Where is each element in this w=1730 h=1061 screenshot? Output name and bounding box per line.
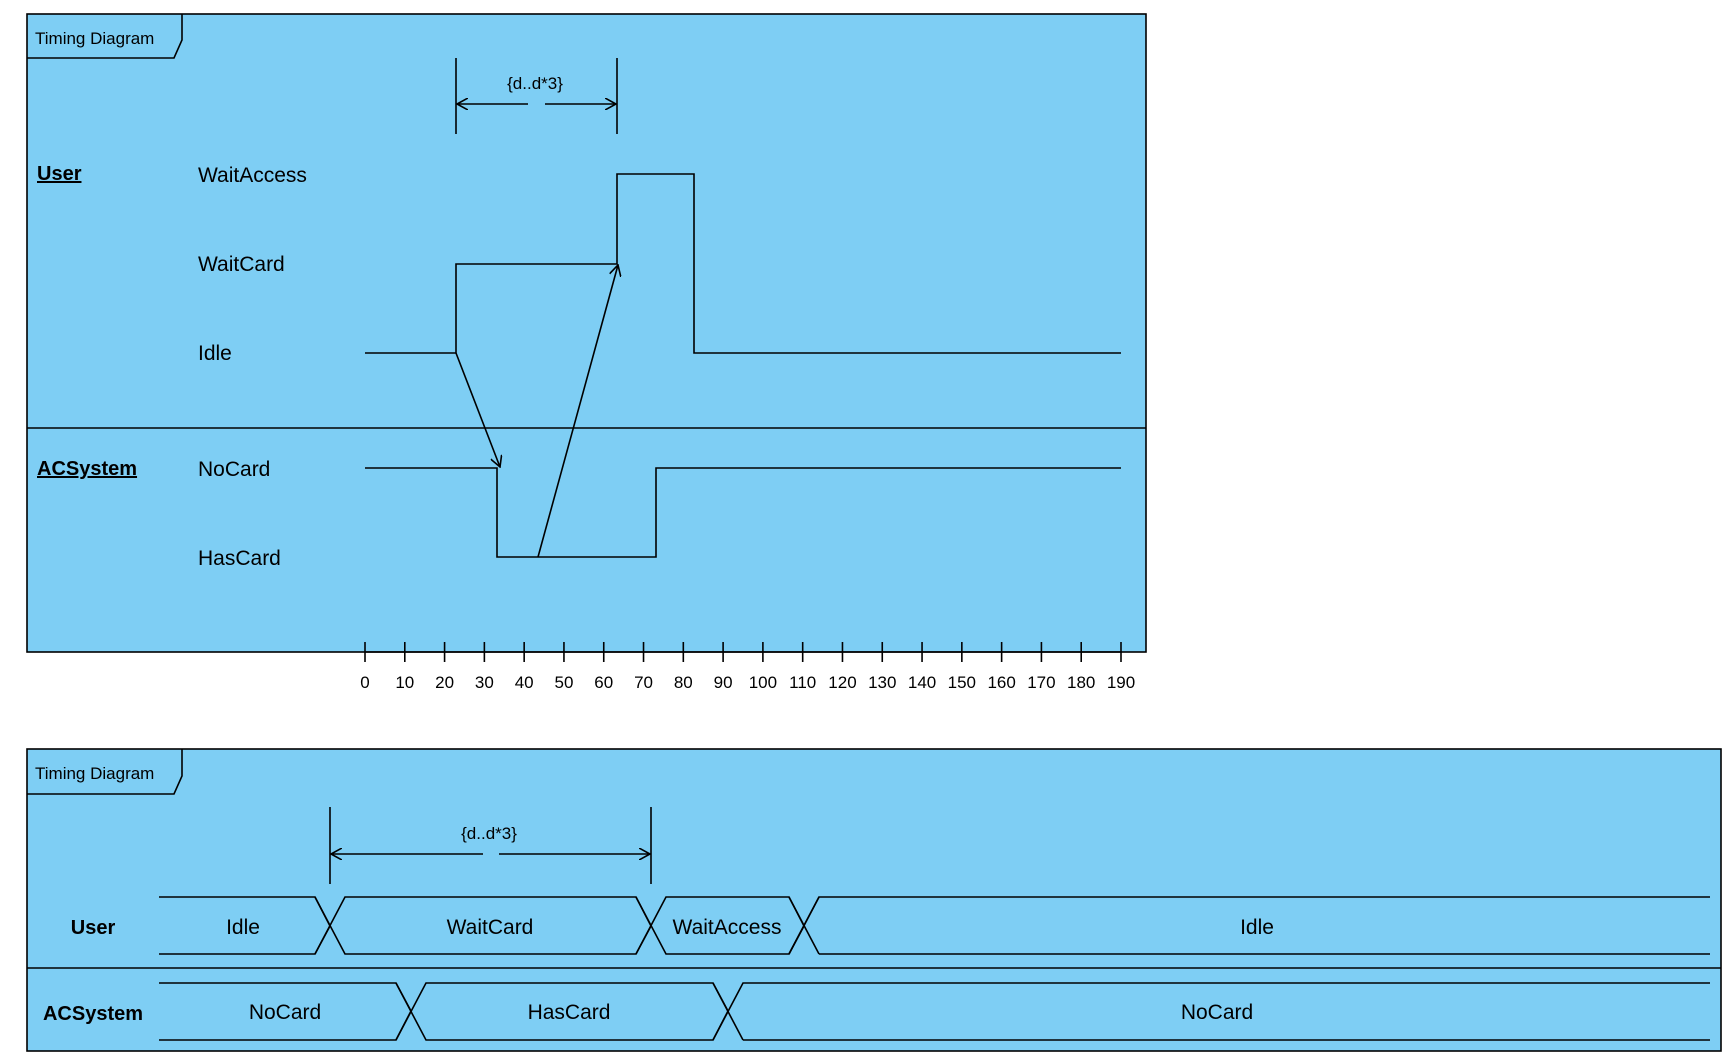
state-label-nocard: NoCard bbox=[198, 458, 270, 481]
diagram-frame bbox=[26, 748, 1722, 1052]
message-acsystem-to-user[interactable] bbox=[537, 265, 618, 558]
time-axis-tick-label: 90 bbox=[714, 673, 733, 692]
time-axis-tick-label: 190 bbox=[1107, 673, 1135, 692]
time-axis-tick-label: 110 bbox=[789, 673, 816, 692]
lifeline-acsystem-label[interactable]: ACSystem bbox=[37, 458, 137, 480]
time-axis-tick-label: 80 bbox=[674, 673, 693, 692]
timing-diagram-1[interactable]: Timing Diagram User ACSystem WaitAccess … bbox=[26, 13, 1147, 692]
time-axis-tick-label: 70 bbox=[634, 673, 653, 692]
value-transition bbox=[788, 896, 820, 955]
value-segment-idle: Idle bbox=[226, 916, 260, 939]
lifeline-acsystem-label[interactable]: ACSystem bbox=[43, 1003, 143, 1025]
message-user-to-acsystem[interactable] bbox=[455, 352, 500, 467]
time-axis-tick-label: 0 bbox=[360, 673, 369, 692]
time-axis-tick-label: 20 bbox=[435, 673, 454, 692]
time-axis-tick-label: 40 bbox=[515, 673, 534, 692]
diagram-title-tab bbox=[27, 749, 183, 795]
value-segment-waitaccess: WaitAccess bbox=[673, 916, 782, 939]
value-segment-idle: Idle bbox=[1240, 916, 1274, 939]
value-segment-waitcard: WaitCard bbox=[447, 916, 534, 939]
diagram-frame bbox=[26, 13, 1147, 653]
time-axis-tick-label: 180 bbox=[1067, 673, 1095, 692]
duration-constraint-label[interactable]: {d..d*3} bbox=[507, 74, 563, 93]
time-axis-tick-label: 100 bbox=[749, 673, 777, 692]
lifeline-user-label[interactable]: User bbox=[71, 917, 116, 939]
user-state-timeline[interactable] bbox=[365, 173, 1121, 354]
acsystem-value-lifeline[interactable]: NoCard HasCard NoCard bbox=[159, 982, 1710, 1041]
acsystem-state-timeline[interactable] bbox=[365, 467, 1121, 558]
state-label-hascard: HasCard bbox=[198, 547, 281, 570]
value-segment-hascard: HasCard bbox=[528, 1001, 611, 1024]
time-axis-tick-label: 120 bbox=[828, 673, 856, 692]
diagram-title-tab bbox=[27, 14, 183, 59]
time-axis-tick-label: 130 bbox=[868, 673, 896, 692]
lifeline-user-label[interactable]: User bbox=[37, 163, 82, 185]
time-axis: 0 10 20 30 40 50 60 70 80 90 100 110 120 130 140 150 160… bbox=[360, 642, 1135, 692]
time-axis-tick-label: 170 bbox=[1027, 673, 1055, 692]
value-transition bbox=[712, 982, 744, 1041]
time-axis-tick-label: 140 bbox=[908, 673, 936, 692]
state-label-waitcard: WaitCard bbox=[198, 253, 285, 276]
time-axis-tick-label: 10 bbox=[395, 673, 414, 692]
duration-constraint-label[interactable]: {d..d*3} bbox=[461, 824, 517, 843]
time-axis-tick-label: 50 bbox=[554, 673, 573, 692]
diagram-title: Timing Diagram bbox=[35, 29, 154, 48]
time-axis-tick-label: 60 bbox=[594, 673, 613, 692]
time-axis-tick-label: 150 bbox=[948, 673, 976, 692]
diagram-title: Timing Diagram bbox=[35, 764, 154, 783]
value-segment-nocard: NoCard bbox=[1181, 1001, 1253, 1024]
value-segment-nocard: NoCard bbox=[249, 1001, 321, 1024]
time-axis-tick-label: 30 bbox=[475, 673, 494, 692]
timing-diagram-2[interactable]: Timing Diagram User ACSystem {d..d*3} Id… bbox=[26, 748, 1722, 1052]
state-label-idle: Idle bbox=[198, 342, 232, 365]
user-value-lifeline[interactable]: Idle WaitCard WaitAccess Idle bbox=[159, 896, 1710, 955]
time-axis-tick-label: 160 bbox=[987, 673, 1015, 692]
value-segment-outline bbox=[712, 982, 1710, 1041]
state-label-waitaccess: WaitAccess bbox=[198, 164, 307, 187]
